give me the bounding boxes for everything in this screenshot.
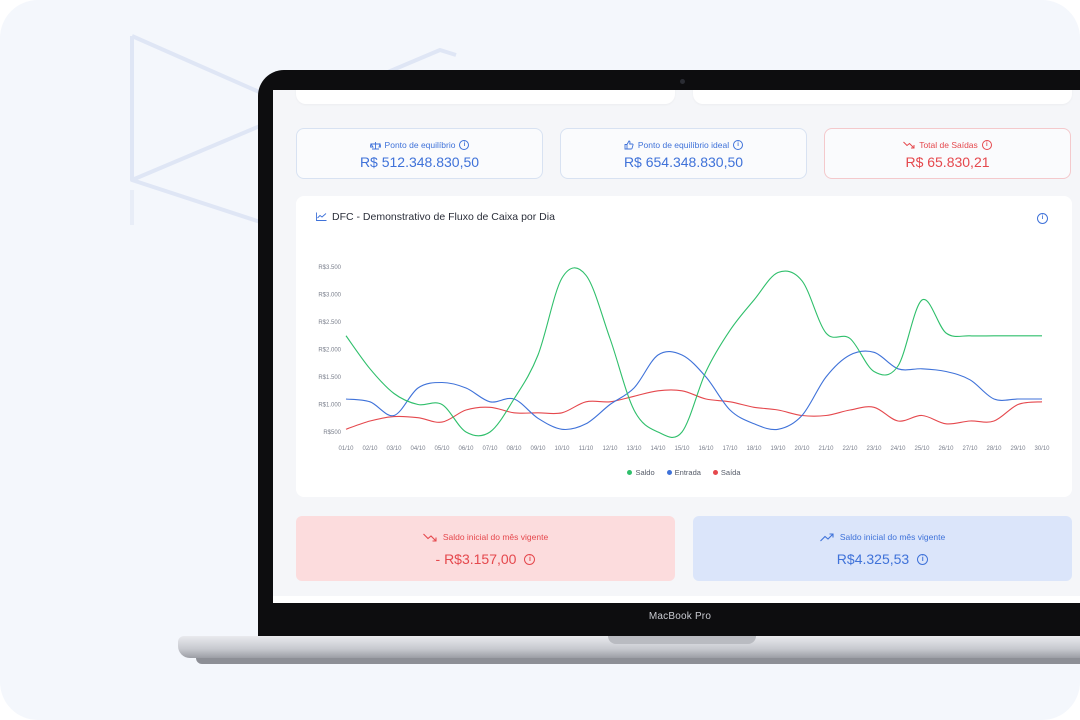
kpi-label: Ponto de equilíbrio ideal <box>637 140 730 150</box>
info-icon[interactable]: i <box>981 140 992 150</box>
x-tick-label: 07/10 <box>482 446 498 452</box>
legend-item-saida[interactable]: Saída <box>712 468 741 477</box>
y-tick-label: R$2.500 <box>318 320 341 326</box>
kpi-card-total-outflows: Total de Saídas i R$ 65.830,21 <box>824 128 1071 179</box>
legend-dot <box>712 470 718 475</box>
info-icon[interactable]: i <box>733 140 744 150</box>
info-icon[interactable]: i <box>917 553 929 565</box>
bottom-card-stub <box>273 596 1080 603</box>
cash-flow-chart-card: DFC - Demonstrativo de Fluxo de Caixa po… <box>296 196 1072 497</box>
card-value: R$4.325,53 <box>836 551 910 567</box>
legend-label: Saída <box>720 468 741 477</box>
x-tick-label: 08/10 <box>506 446 522 452</box>
x-tick-label: 03/10 <box>386 446 402 452</box>
laptop-camera <box>680 79 685 84</box>
kpi-value: R$ 65.830,21 <box>905 154 990 170</box>
top-card-left <box>296 90 675 104</box>
x-tick-label: 05/10 <box>434 446 450 452</box>
x-tick-label: 14/10 <box>650 446 666 452</box>
x-tick-label: 06/10 <box>458 446 474 452</box>
x-tick-label: 13/10 <box>626 446 642 452</box>
thumbs-up-icon <box>624 140 634 150</box>
kpi-value: R$ 654.348.830,50 <box>623 154 744 170</box>
kpi-value: R$ 512.348.830,50 <box>359 154 480 170</box>
x-tick-label: 21/10 <box>818 446 834 452</box>
x-tick-label: 20/10 <box>794 446 810 452</box>
y-tick-label: R$1.500 <box>318 375 341 381</box>
legend-label: Saldo <box>635 468 655 477</box>
opening-balance-card-negative: Saldo inicial do mês vigente - R$3.157,0… <box>296 516 675 581</box>
card-label: Saldo inicial do mês vigente <box>839 532 946 542</box>
laptop-base-notch <box>608 636 756 644</box>
card-value: - R$3.157,00 <box>435 551 517 567</box>
legend-item-entrada[interactable]: Entrada <box>666 468 701 477</box>
laptop-base <box>178 636 1080 658</box>
x-tick-label: 02/10 <box>362 446 378 452</box>
legend-dot <box>666 470 672 475</box>
info-icon[interactable]: i <box>1037 213 1048 224</box>
x-tick-label: 27/10 <box>962 446 978 452</box>
laptop-model-label: MacBook Pro <box>648 611 712 622</box>
kpi-label: Total de Saídas <box>919 140 978 150</box>
x-tick-label: 29/10 <box>1010 446 1026 452</box>
line-chart: R$500 R$1.000 R$1.500 R$2.000 R$2.500 R$3.000… <box>318 265 1050 452</box>
kpi-card-break-even: Ponto de equilíbrio i R$ 512.348.830,50 <box>296 128 543 179</box>
x-tick-label: 17/10 <box>722 446 738 452</box>
y-tick-label: R$1.000 <box>318 403 341 409</box>
x-tick-label: 19/10 <box>770 446 786 452</box>
series-line-saldo[interactable] <box>345 267 1042 438</box>
y-tick-label: R$2.000 <box>318 348 341 354</box>
top-card-right <box>693 90 1072 104</box>
chart-title: DFC - Demonstrativo de Fluxo de Caixa po… <box>332 211 555 223</box>
y-tick-label: R$3.000 <box>318 293 341 299</box>
kpi-label: Ponto de equilíbrio <box>384 140 456 150</box>
balance-scale-icon <box>369 141 381 149</box>
x-tick-label: 04/10 <box>410 446 426 452</box>
laptop-screen: Ponto de equilíbrio i R$ 512.348.830,50 … <box>273 90 1080 603</box>
kpi-card-ideal-break-even: Ponto de equilíbrio ideal i R$ 654.348.8… <box>560 128 807 179</box>
x-tick-label: 10/10 <box>554 446 570 452</box>
x-tick-label: 18/10 <box>746 446 762 452</box>
x-tick-label: 01/10 <box>338 446 354 452</box>
x-tick-label: 22/10 <box>842 446 858 452</box>
x-tick-label: 15/10 <box>674 446 690 452</box>
laptop-base-edge <box>196 658 1080 664</box>
y-tick-label: R$500 <box>323 430 341 436</box>
chart-legend: Saldo Entrada Saída <box>296 468 1072 477</box>
x-tick-label: 24/10 <box>890 446 906 452</box>
x-tick-label: 25/10 <box>914 446 930 452</box>
x-tick-label: 26/10 <box>938 446 954 452</box>
legend-dot <box>627 470 633 475</box>
x-tick-label: 09/10 <box>530 446 546 452</box>
line-chart-icon <box>316 212 327 221</box>
x-tick-label: 23/10 <box>866 446 882 452</box>
x-tick-label: 28/10 <box>986 446 1002 452</box>
info-icon[interactable]: i <box>524 553 536 565</box>
legend-item-saldo[interactable]: Saldo <box>627 468 655 477</box>
series-line-entrada[interactable] <box>345 350 1042 431</box>
y-tick-label: R$3.500 <box>318 265 341 271</box>
opening-balance-card-positive: Saldo inicial do mês vigente R$4.325,53 … <box>693 516 1072 581</box>
trend-up-icon <box>819 532 834 541</box>
info-icon[interactable]: i <box>459 140 470 150</box>
series-line-saida[interactable] <box>345 389 1043 430</box>
x-tick-label: 12/10 <box>602 446 618 452</box>
trend-down-icon <box>422 533 437 542</box>
card-label: Saldo inicial do mês vigente <box>442 532 549 542</box>
x-tick-label: 11/10 <box>579 446 594 452</box>
legend-label: Entrada <box>674 468 701 477</box>
trend-down-icon <box>903 141 915 149</box>
x-tick-label: 30/10 <box>1034 446 1050 452</box>
x-tick-label: 16/10 <box>698 446 714 452</box>
